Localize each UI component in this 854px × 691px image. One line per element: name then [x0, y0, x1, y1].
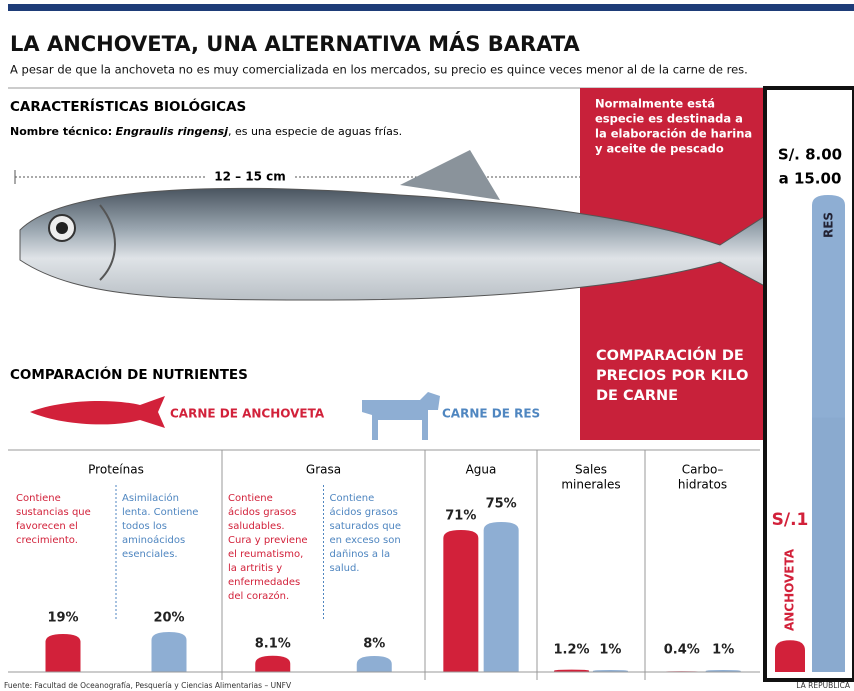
value-label: 71% — [445, 509, 476, 524]
bar — [356, 656, 392, 672]
legend-label: CARNE DE RES — [442, 407, 540, 421]
note-text: aminoácidos — [122, 534, 185, 546]
note-text: Cura y previene — [228, 535, 308, 546]
title: LA ANCHOVETA, UNA ALTERNATIVA MÁS BARATA — [10, 31, 581, 56]
note-text: lenta. Contiene — [122, 507, 198, 518]
price-heading: COMPARACIÓN DE — [596, 346, 744, 364]
note-text: sustancias que — [16, 507, 91, 518]
note-text: favorecen el — [16, 521, 78, 532]
note-line: especie es destinada a — [595, 112, 743, 126]
note-text: dañinos a la — [330, 549, 391, 560]
value-label: 1% — [599, 643, 621, 658]
note-text: saturados que — [330, 521, 402, 532]
note-text: todos los — [122, 521, 167, 532]
top-stripe — [8, 4, 854, 11]
price-label: S/. 8.00 — [778, 146, 842, 164]
note-text: esenciales. — [122, 549, 178, 560]
note-line: Normalmente está — [595, 97, 715, 111]
note-text: la artritis y — [228, 563, 282, 574]
source: Fuente: Facultad de Oceanografía, Pesque… — [4, 681, 292, 690]
note-text: salud. — [330, 563, 360, 574]
value-label: 8% — [363, 637, 385, 652]
bar — [554, 669, 590, 672]
bar — [443, 530, 479, 672]
group-name: Agua — [466, 463, 497, 477]
credit: LA REPÚBLICA — [796, 681, 851, 690]
price-bar — [775, 640, 805, 672]
note-text: crecimiento. — [16, 535, 78, 546]
cow-icon — [362, 392, 440, 440]
price-name: RES — [822, 212, 836, 238]
value-label: 19% — [47, 611, 78, 626]
section-heading: CARACTERÍSTICAS BIOLÓGICAS — [10, 97, 246, 115]
fish-icon — [30, 396, 165, 428]
price-label: a 15.00 — [779, 170, 842, 188]
legend-label: CARNE DE ANCHOVETA — [170, 407, 325, 421]
price-bar-low — [812, 417, 845, 672]
price-heading: DE CARNE — [596, 388, 678, 404]
note-text: enfermedades — [228, 577, 300, 588]
subtitle: A pesar de que la anchoveta no es muy co… — [10, 63, 748, 77]
fish-fin — [400, 150, 500, 200]
note-text: saludables. — [228, 521, 285, 532]
group-name: minerales — [561, 478, 620, 492]
note-text: Contiene — [228, 493, 273, 504]
note-text: el reumatismo, — [228, 549, 303, 560]
group-name: Sales — [575, 463, 607, 477]
note-line: y aceite de pescado — [595, 142, 724, 156]
note-text: ácidos grasos — [330, 506, 398, 518]
group-name: hidratos — [678, 478, 727, 492]
fish-gill — [99, 204, 116, 281]
note-text: en exceso son — [330, 535, 401, 546]
value-label: 1% — [712, 643, 734, 658]
length-label: 12 – 15 cm — [214, 170, 286, 184]
value-label: 0.4% — [664, 643, 700, 658]
group-name: Grasa — [306, 463, 341, 477]
bar — [483, 522, 519, 672]
note-text: Contiene — [330, 493, 375, 504]
note-text: ácidos grasos — [228, 506, 296, 518]
group-name: Proteínas — [88, 463, 144, 477]
bar — [151, 632, 187, 672]
value-label: 20% — [153, 611, 184, 626]
note-text: Contiene — [16, 493, 61, 504]
fish-pupil — [56, 222, 68, 234]
price-label: S/.1 — [772, 510, 809, 530]
technical-name: Nombre técnico: Engraulis ringensj, es u… — [10, 125, 402, 138]
note-line: la elaboración de harina — [595, 127, 752, 141]
value-label: 1.2% — [554, 643, 590, 658]
price-heading: PRECIOS POR KILO — [596, 368, 748, 384]
bar — [255, 655, 291, 672]
note-text: Asimilación — [122, 492, 179, 504]
length-bg — [205, 168, 295, 186]
value-label: 75% — [486, 497, 517, 512]
note-text: del corazón. — [228, 590, 289, 602]
value-label: 8.1% — [255, 637, 291, 652]
bar — [45, 634, 81, 672]
price-name: ANCHOVETA — [783, 548, 797, 631]
group-name: Carbo– — [682, 463, 724, 477]
section-heading: COMPARACIÓN DE NUTRIENTES — [10, 365, 248, 383]
